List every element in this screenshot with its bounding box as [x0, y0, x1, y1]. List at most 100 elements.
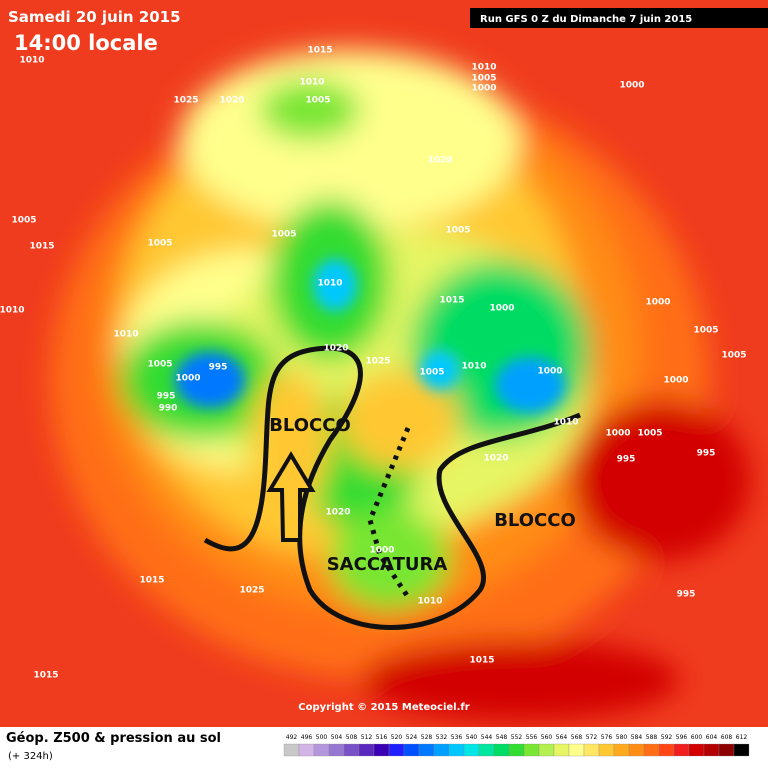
scale-label: 584 — [631, 734, 643, 741]
isobar-label: 1015 — [29, 242, 54, 252]
isobar-label: 1000 — [369, 546, 394, 556]
scale-label: 496 — [301, 734, 313, 741]
isobar-label: 1020 — [219, 96, 244, 106]
isobar-label: 1005 — [147, 360, 172, 370]
scale-label: 576 — [601, 734, 613, 741]
scale-swatch — [433, 743, 450, 757]
isobar-label: 1025 — [365, 357, 390, 367]
scale-swatch — [658, 743, 675, 757]
footer-title: Géop. Z500 & pression au sol — [6, 731, 221, 746]
scale-label: 500 — [316, 734, 328, 741]
scale-swatch — [688, 743, 705, 757]
scale-swatch — [643, 743, 660, 757]
scale-swatch — [613, 743, 630, 757]
scale-label: 532 — [436, 734, 448, 741]
isobar-label: 1000 — [175, 374, 200, 384]
isobar-label: 1000 — [489, 304, 514, 314]
scale-swatch — [403, 743, 420, 757]
analysis-lines — [203, 345, 581, 630]
scale-swatch — [628, 743, 645, 757]
isobar-label: 1020 — [323, 344, 348, 354]
isobar-label: 1010 — [0, 306, 25, 316]
isobar-label: 1000 — [471, 84, 496, 94]
scale-swatch — [703, 743, 720, 757]
scale-label: 580 — [616, 734, 628, 741]
scale-label: 536 — [451, 734, 463, 741]
annotation: SACCATURA — [327, 554, 448, 575]
scale-label: 612 — [736, 734, 748, 741]
scale-label: 548 — [496, 734, 508, 741]
scale-swatch — [463, 743, 480, 757]
scale-label: 568 — [571, 734, 583, 741]
scale-swatch — [418, 743, 435, 757]
copyright: Copyright © 2015 Meteociel.fr — [298, 702, 469, 713]
isobar-label: 1005 — [693, 326, 718, 336]
isobar-label: 995 — [697, 449, 716, 459]
scale-label: 600 — [691, 734, 703, 741]
scale-label: 508 — [346, 734, 358, 741]
scale-swatch — [328, 743, 345, 757]
isobar-label: 1025 — [239, 586, 264, 596]
isobar-label: 1005 — [637, 429, 662, 439]
isobar-label: 995 — [209, 363, 228, 373]
isobar-label: 995 — [617, 455, 636, 465]
scale-label: 592 — [661, 734, 673, 741]
scale-swatch — [718, 743, 735, 757]
isobar-label: 1010 — [317, 279, 342, 289]
scale-swatch — [733, 743, 750, 757]
isobar-label: 1025 — [173, 96, 198, 106]
scale-label: 492 — [286, 734, 298, 741]
scale-label: 544 — [481, 734, 493, 741]
geopotential-field — [50, 50, 750, 720]
isobar-label: 1010 — [299, 78, 324, 88]
scale-swatch — [538, 743, 555, 757]
isobar-label: 995 — [157, 392, 176, 402]
annotation: BLOCCO — [494, 510, 576, 531]
isobar-label: 1010 — [553, 418, 578, 428]
scale-swatch — [388, 743, 405, 757]
scale-label: 604 — [706, 734, 718, 741]
scale-swatch — [673, 743, 690, 757]
scale-label: 596 — [676, 734, 688, 741]
isobar-label: 1000 — [619, 81, 644, 91]
scale-label: 504 — [331, 734, 343, 741]
isobar-label: 1020 — [483, 454, 508, 464]
isobar-label: 1020 — [427, 156, 452, 166]
isobar-label: 1005 — [419, 368, 444, 378]
scale-swatch — [568, 743, 585, 757]
isobar-label: 995 — [677, 590, 696, 600]
isobar-label: 1005 — [11, 216, 36, 226]
scale-label: 572 — [586, 734, 598, 741]
scale-swatch — [358, 743, 375, 757]
scale-swatch — [313, 743, 330, 757]
isobar-label: 1000 — [663, 376, 688, 386]
lows — [175, 259, 565, 413]
isobar-label: 1000 — [645, 298, 670, 308]
scale-label: 528 — [421, 734, 433, 741]
scale-swatch — [448, 743, 465, 757]
scale-label: 552 — [511, 734, 523, 741]
isobar-label: 1010 — [113, 330, 138, 340]
isobar-label: 1005 — [147, 239, 172, 249]
scale-label: 588 — [646, 734, 658, 741]
time: 14:00 locale — [14, 31, 158, 55]
isobar-label: 1010 — [417, 597, 442, 607]
scale-label: 608 — [721, 734, 733, 741]
scale-label: 512 — [361, 734, 373, 741]
date: Samedi 20 juin 2015 — [8, 8, 181, 26]
isobar-label: 1010 — [461, 362, 486, 372]
scale-swatch — [283, 743, 300, 757]
scale-label: 556 — [526, 734, 538, 741]
isobar-label: 1010 — [471, 63, 496, 73]
isobar-label: 1015 — [33, 671, 58, 681]
isobar-label: 1015 — [139, 576, 164, 586]
isobar-label: 1000 — [605, 429, 630, 439]
scale-swatch — [373, 743, 390, 757]
scale-swatch — [343, 743, 360, 757]
isobar-label: 1015 — [439, 296, 464, 306]
isobar-label: 1010 — [19, 56, 44, 66]
scale-label: 540 — [466, 734, 478, 741]
run-info: Run GFS 0 Z du Dimanche 7 juin 2015 — [480, 14, 692, 25]
annotation: BLOCCO — [269, 415, 351, 436]
